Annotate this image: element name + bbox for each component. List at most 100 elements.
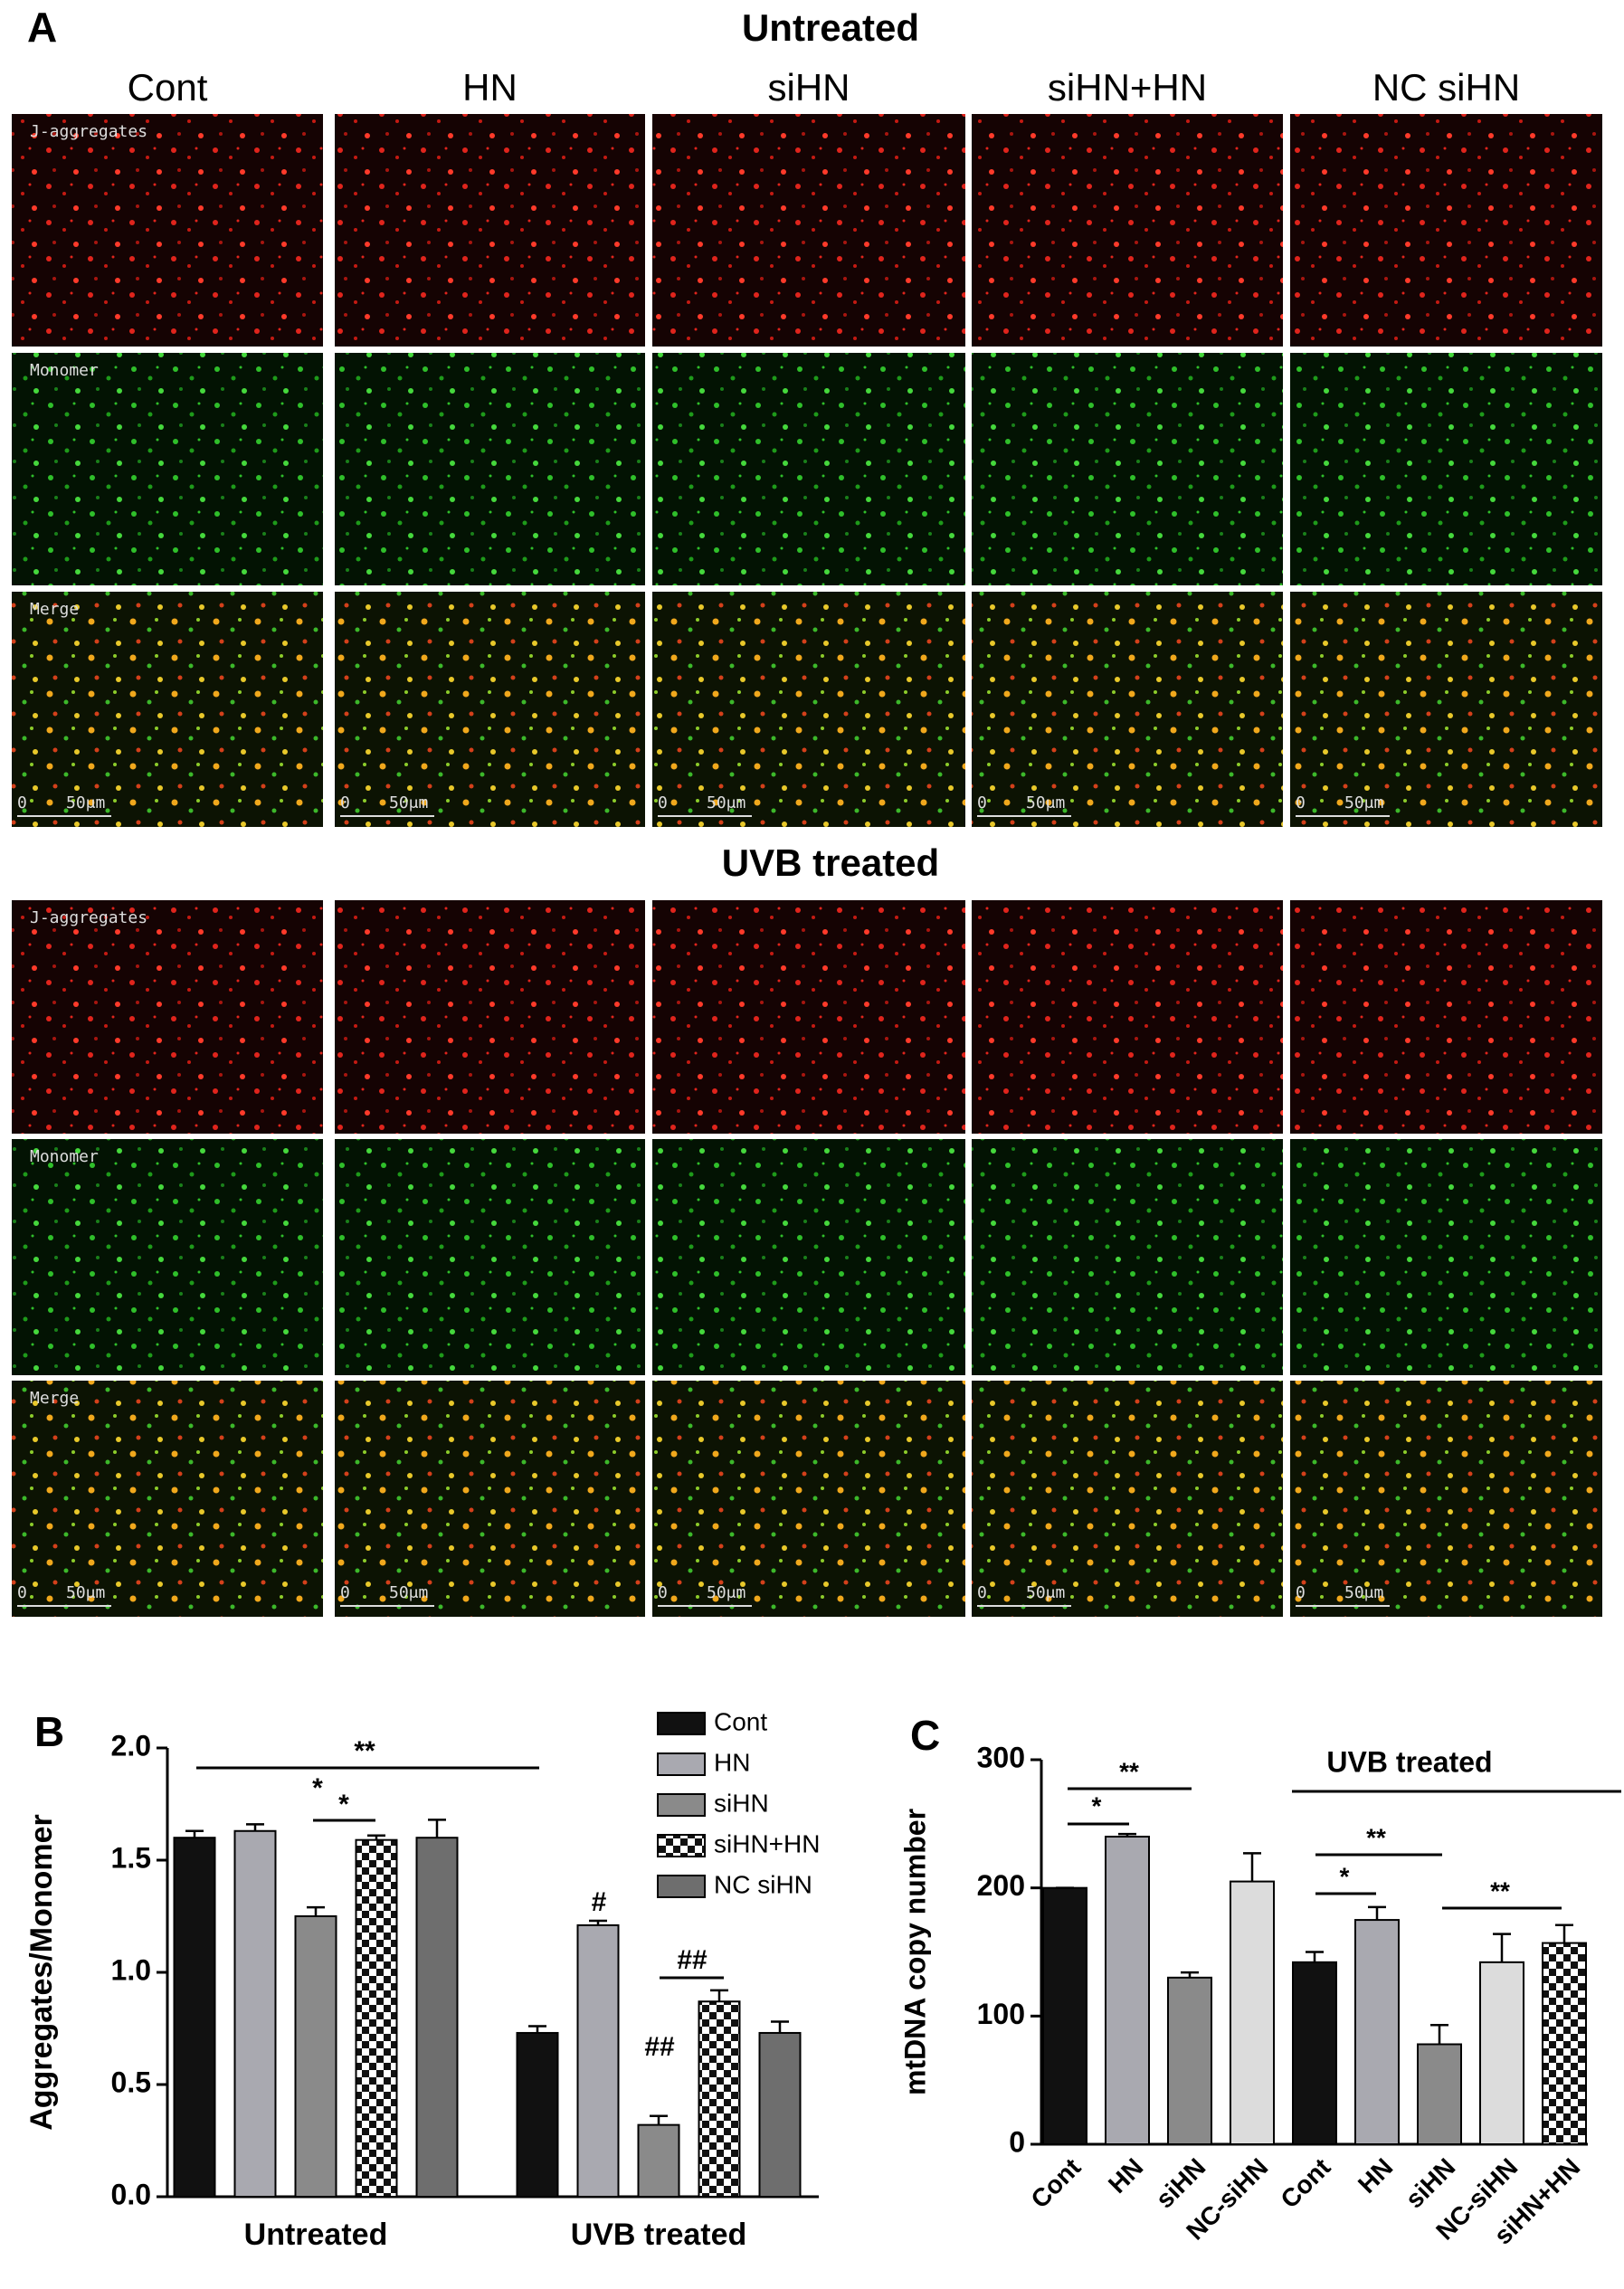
panel-label: C: [910, 1712, 940, 1759]
micrograph: [972, 114, 1283, 347]
legend-label: NC siHN: [714, 1870, 812, 1898]
y-tick-label: 1.5: [111, 1841, 151, 1874]
bar: [1417, 2043, 1462, 2145]
error-bar: [528, 2025, 546, 2033]
scale-zero: 0: [340, 793, 350, 812]
y-tick-label: 0.5: [111, 2066, 151, 2098]
micrograph: [12, 1139, 323, 1375]
error-bar: [1118, 1832, 1136, 1837]
micrograph: [972, 1381, 1283, 1617]
error-bar: [428, 1819, 446, 1838]
annotation: ##: [677, 1945, 708, 1975]
column-label: Cont: [128, 66, 208, 109]
x-tick-label: Cont: [1275, 2153, 1335, 2214]
micrograph: [1290, 114, 1602, 347]
y-tick-label: 100: [977, 1998, 1025, 2030]
x-tick-label: HN: [1103, 2153, 1149, 2199]
x-tick-label: Untreated: [244, 2218, 388, 2252]
scale-length: 50μm: [1344, 1583, 1383, 1602]
scale-length: 50μm: [389, 1583, 428, 1602]
y-tick-label: 1.0: [111, 1953, 151, 1986]
bar: [1479, 1961, 1524, 2145]
micrograph: [652, 114, 965, 347]
micrograph: [972, 900, 1283, 1134]
bar: [294, 1915, 337, 2198]
error-bar: [246, 1823, 264, 1831]
scale-zero: 0: [1296, 793, 1306, 812]
error-bar: [185, 1829, 204, 1838]
panel-label: B: [34, 1708, 64, 1755]
legend-label: Cont: [714, 1707, 767, 1735]
bar: [1105, 1836, 1150, 2145]
annotation: **: [1490, 1876, 1510, 1904]
legend-label: siHN+HN: [714, 1829, 820, 1857]
micrograph: [335, 900, 645, 1134]
annotation: *: [338, 1790, 349, 1819]
scale-zero: 0: [17, 1583, 27, 1602]
channel-label: J-aggregates: [30, 122, 147, 141]
micrograph: [335, 592, 645, 827]
micrograph: [652, 353, 965, 585]
bar: [1354, 1919, 1400, 2145]
annotation: **: [1119, 1757, 1139, 1785]
x-tick-label: HN: [1353, 2153, 1399, 2199]
error-bar: [1368, 1905, 1386, 1921]
y-tick-label: 0.0: [111, 2178, 151, 2210]
bar: [576, 1923, 620, 2198]
x-tick-label: Cont: [1025, 2153, 1086, 2214]
group-label: UVB treated: [1326, 1745, 1492, 1778]
channel-label: Monomer: [30, 361, 99, 380]
scale-zero: 0: [658, 793, 668, 812]
scale-zero: 0: [1296, 1583, 1306, 1602]
bar: [415, 1837, 459, 2198]
panel-label: A: [27, 4, 57, 51]
annotation: ##: [644, 2032, 675, 2062]
bar: [698, 2000, 741, 2198]
scale-zero: 0: [340, 1583, 350, 1602]
block-title: UVB treated: [722, 841, 939, 884]
channel-label: Monomer: [30, 1147, 99, 1166]
scale-length: 50μm: [1026, 1583, 1065, 1602]
micrograph: [1290, 353, 1602, 585]
error-bar: [1181, 1971, 1199, 1978]
legend-label: HN: [714, 1748, 750, 1776]
scale-length: 50μm: [707, 793, 746, 812]
y-tick-label: 0: [1009, 2125, 1025, 2158]
y-tick-label: 300: [977, 1741, 1025, 1773]
scale-zero: 0: [658, 1583, 668, 1602]
annotation: **: [1366, 1823, 1386, 1851]
micrograph: [652, 1139, 965, 1375]
scale-zero: 0: [977, 1583, 987, 1602]
y-tick-label: 200: [977, 1869, 1025, 1902]
micrograph: [972, 353, 1283, 585]
scale-length: 50μm: [66, 1583, 105, 1602]
micrograph: [12, 114, 323, 347]
bar: [758, 2031, 802, 2198]
bar: [1292, 1961, 1337, 2145]
micrograph: [12, 353, 323, 585]
annotation: *: [1092, 1791, 1102, 1819]
error-bar: [307, 1905, 325, 1916]
column-label: siHN: [768, 66, 850, 109]
bar: [233, 1829, 277, 2198]
y-axis-label: Aggregates/Monomer: [24, 1814, 59, 2131]
micrograph: [12, 592, 323, 827]
column-label: HN: [462, 66, 518, 109]
legend-swatch: [657, 1712, 706, 1735]
bar: [1230, 1880, 1275, 2145]
legend-swatch: [657, 1834, 706, 1857]
micrograph: [1290, 1381, 1602, 1617]
bar: [516, 2031, 559, 2198]
micrograph: [12, 1381, 323, 1617]
y-axis-label: mtDNA copy number: [898, 1809, 931, 2095]
micrograph: [335, 1139, 645, 1375]
x-tick-label: UVB treated: [571, 2218, 747, 2252]
annotation: *: [1340, 1862, 1350, 1890]
micrograph: [1290, 1139, 1602, 1375]
error-bar: [710, 1989, 728, 2002]
bar: [1167, 1976, 1212, 2145]
micrograph: [1290, 900, 1602, 1134]
channel-label: Merge: [30, 600, 79, 619]
bar: [637, 2123, 680, 2198]
